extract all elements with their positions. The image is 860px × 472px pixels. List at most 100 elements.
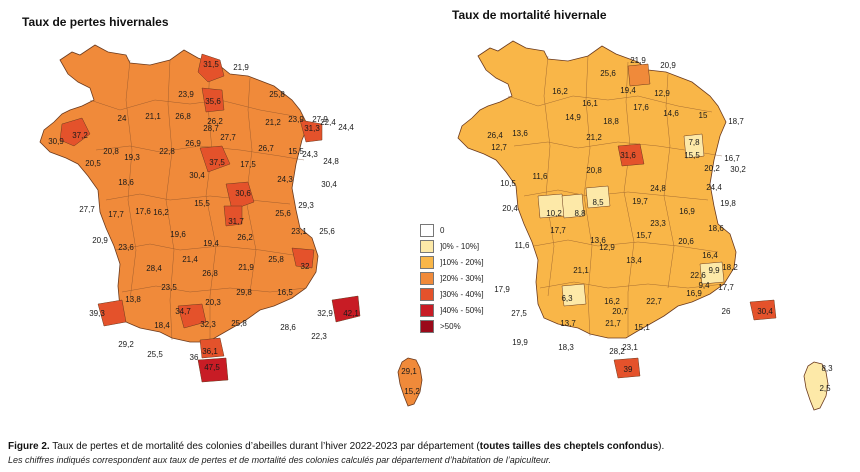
mortality-map: 21,9 20,9 16,2 25,6 16,1 19,4 12,9 26,4 14,9 18,8… — [457, 40, 833, 411]
losses-department-value: 37,5 — [209, 158, 225, 167]
losses-department-value: 21,9 — [233, 63, 249, 72]
losses-department-value: 25,8 — [269, 90, 285, 99]
losses-department-value: 20,8 — [103, 147, 119, 156]
mortality-department-value: 18,3 — [558, 343, 574, 352]
mortality-department-value: 31,6 — [620, 151, 636, 160]
mortality-department-value: 26,4 — [487, 131, 503, 140]
losses-department-value: 21,9 — [238, 263, 254, 272]
legend-swatch — [420, 287, 434, 301]
mortality-notable-departments — [537, 63, 777, 379]
mortality-department-value: 20,6 — [678, 237, 694, 246]
mortality-department-value: 24,4 — [706, 183, 722, 192]
caption-emphasis: toutes tailles des cheptels confondus — [479, 441, 659, 452]
mortality-department-value: 15 — [699, 111, 708, 120]
mortality-department-value: 14,9 — [565, 113, 581, 122]
losses-department-value: 37,2 — [72, 131, 88, 140]
legend-label: ]40% - 50%] — [440, 305, 484, 315]
losses-department-value: 17,5 — [240, 160, 256, 169]
mortality-department-value: 12,7 — [491, 143, 507, 152]
losses-department-value: 16,2 — [153, 208, 169, 217]
losses-department-value: 26,9 — [185, 139, 201, 148]
losses-department-value: 13,8 — [125, 295, 141, 304]
mortality-department-value: 23,1 — [622, 343, 638, 352]
mortality-department-value: 25,6 — [600, 69, 616, 78]
mortality-department-value: 10,5 — [500, 179, 516, 188]
mortality-department-value: 20,9 — [660, 61, 676, 70]
mortality-labels: 21,9 20,9 16,2 25,6 16,1 19,4 12,9 26,4 14,9 18,8… — [487, 56, 833, 393]
losses-department-value: 22,4 — [320, 118, 336, 127]
losses-department-value: 28,6 — [280, 323, 296, 332]
mortality-department-value: 20,7 — [612, 307, 628, 316]
losses-department-value: 27,9 — [312, 115, 328, 124]
mortality-department-value: 21,1 — [573, 266, 589, 275]
mortality-department-value: 16,4 — [702, 251, 718, 260]
losses-department-value: 36,1 — [202, 347, 218, 356]
losses-department-value: 32 — [301, 262, 310, 271]
mortality-department-value: 18,2 — [722, 263, 738, 272]
losses-department-value: 30,6 — [235, 189, 251, 198]
legend: 0]0% - 10%]]10% - 20%]]20% - 30%]]30% - … — [420, 222, 520, 334]
losses-department-value: 47,5 — [204, 363, 220, 372]
losses-department-value: 26,8 — [175, 112, 191, 121]
losses-department-value: 27,7 — [220, 133, 236, 142]
mortality-department-value: 20,2 — [704, 164, 720, 173]
losses-department-value: 35,6 — [205, 97, 221, 106]
losses-high-departments — [59, 53, 361, 383]
mortality-department-value: 27,5 — [511, 309, 527, 318]
legend-item: >50% — [420, 318, 520, 334]
losses-corsica — [397, 357, 423, 407]
mortality-department-value: 14,6 — [663, 109, 679, 118]
losses-department-value: 23,1 — [291, 227, 307, 236]
losses-department-value: 15,2 — [404, 387, 420, 396]
mortality-department-value: 2,5 — [819, 384, 831, 393]
losses-department-value: 17,7 — [108, 210, 124, 219]
mortality-department-value: 22,7 — [646, 297, 662, 306]
losses-department-value: 32,3 — [200, 320, 216, 329]
mortality-department-value: 15,7 — [636, 231, 652, 240]
legend-item: ]10% - 20%] — [420, 254, 520, 270]
mortality-department-value: 6,3 — [561, 294, 573, 303]
losses-department-value: 29,2 — [118, 340, 134, 349]
mortality-department-value: 12,9 — [654, 89, 670, 98]
mortality-department-value: 16,9 — [686, 289, 702, 298]
mortality-department-value: 11,6 — [515, 241, 531, 250]
mortality-department-value: 16,9 — [679, 207, 695, 216]
losses-department-value: 20,5 — [85, 159, 101, 168]
mortality-department-value: 10,2 — [546, 209, 562, 218]
losses-department-value: 22,3 — [311, 332, 327, 341]
losses-department-value: 20,9 — [92, 236, 108, 245]
losses-department-value: 25,5 — [147, 350, 163, 359]
losses-department-value: 26,8 — [202, 269, 218, 278]
losses-department-value: 27,7 — [79, 205, 95, 214]
losses-department-value: 28,4 — [146, 264, 162, 273]
losses-department-value: 26,7 — [258, 144, 274, 153]
mortality-department-value: 13,6 — [590, 236, 606, 245]
mortality-department-value: 15,1 — [634, 323, 650, 332]
figure-caption: Figure 2. Taux de pertes et de mortalité… — [8, 440, 856, 453]
mortality-department-value: 15,5 — [684, 151, 700, 160]
legend-item: ]0% - 10%] — [420, 238, 520, 254]
losses-department-value: 15,5 — [288, 147, 304, 156]
losses-department-value: 31,3 — [304, 124, 320, 133]
losses-department-value: 23,9 — [178, 90, 194, 99]
caption-label: Figure 2. — [8, 441, 50, 452]
losses-department-value: 24,8 — [323, 157, 339, 166]
mortality-department-value: 30,4 — [757, 307, 773, 316]
losses-department-value: 26,2 — [207, 117, 223, 126]
losses-department-value: 25,8 — [268, 255, 284, 264]
mortality-department-value: 21,2 — [586, 133, 602, 142]
mortality-department-value: 17,7 — [718, 283, 734, 292]
mortality-department-value: 22,6 — [690, 271, 706, 280]
losses-department-value: 19,6 — [170, 230, 186, 239]
losses-department-value: 20,3 — [205, 298, 221, 307]
losses-department-value: 29,3 — [298, 201, 314, 210]
mortality-department-value: 24,8 — [650, 184, 666, 193]
legend-item: ]30% - 40%] — [420, 286, 520, 302]
mortality-department-value: 39 — [624, 365, 633, 374]
france-maps: 31,5 21,9 23,9 35,6 26,2 25,8 27,9 24 21,1 26,8 28… — [39, 40, 833, 411]
losses-department-value: 25,8 — [231, 319, 247, 328]
mortality-department-value: 19,9 — [512, 338, 528, 347]
legend-label: ]0% - 10%] — [440, 241, 480, 251]
legend-swatch — [420, 319, 434, 333]
mortality-department-value: 28,2 — [609, 347, 625, 356]
